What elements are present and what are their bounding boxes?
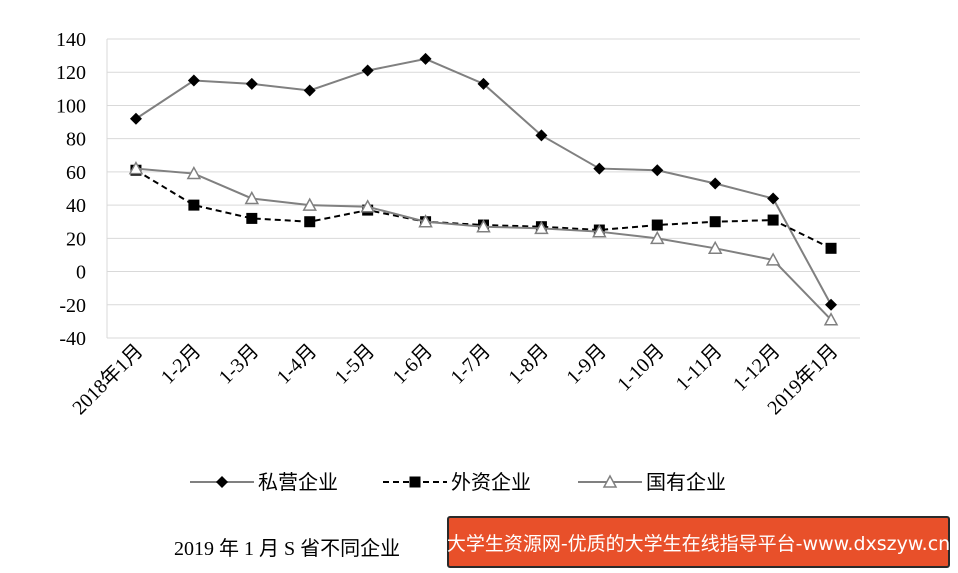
data-point (188, 199, 200, 211)
data-point (825, 242, 837, 254)
data-point (650, 230, 665, 245)
data-point (707, 240, 723, 255)
data-point (767, 192, 780, 205)
data-point (765, 252, 781, 266)
y-tick-label: -40 (59, 328, 86, 350)
data-point (823, 312, 839, 326)
data-point (593, 162, 606, 175)
x-tick-labels: 2018年1月 1-2月 1-3月 1-4月 1-5月 1-6月 1-7月 1-8月 1-9月 1… (68, 339, 843, 419)
data-point (245, 77, 258, 90)
legend-marker (602, 474, 618, 488)
gridlines (107, 38, 860, 339)
data-point (418, 214, 433, 228)
data-point (592, 224, 607, 238)
x-tick-label: 1-8月 (504, 340, 553, 389)
y-tick-label: -20 (59, 295, 86, 317)
watermark-banner[interactable]: 大学生资源网-优质的大学生在线指导平台-www.dxszyw.cn (447, 516, 950, 568)
x-tick-label: 1-7月 (446, 340, 495, 389)
series-2 (130, 164, 837, 254)
y-tick-labels: -40 -20 0 20 40 60 80 100 120 140 (56, 29, 86, 350)
series-3 (128, 161, 839, 326)
data-point (476, 219, 491, 233)
x-tick-label: 1-2月 (157, 340, 206, 389)
watermark-text: 大学生资源网-优质的大学生在线指导平台-www.dxszyw.cn (446, 532, 951, 555)
data-point (419, 52, 432, 65)
data-point (129, 112, 142, 125)
chart-caption: 2019 年 1 月 S 省不同企业 (174, 538, 401, 560)
legend-label: 私营企业 (258, 470, 338, 494)
data-point (767, 214, 779, 226)
series-1 (129, 52, 838, 311)
y-tick-label: 60 (66, 162, 86, 184)
x-tick-label: 1-4月 (273, 340, 322, 389)
data-point (302, 197, 317, 211)
legend-entry: 外资企业 (383, 470, 531, 494)
series-line (135, 169, 832, 250)
legend-entry: 私营企业 (190, 470, 338, 494)
data-point (651, 219, 663, 231)
series-lines (128, 52, 839, 326)
legend: 私营企业 外资企业 国有企业 (190, 470, 726, 494)
data-point (246, 212, 258, 224)
y-tick-label: 80 (66, 129, 86, 151)
y-tick-label: 20 (66, 228, 86, 250)
data-point (535, 129, 548, 142)
x-tick-label: 1-10月 (613, 340, 669, 396)
data-point (534, 220, 549, 235)
legend-marker (216, 476, 228, 488)
data-point (709, 216, 721, 228)
y-tick-label: 0 (76, 262, 86, 284)
data-point (825, 298, 838, 311)
legend-marker (409, 476, 421, 488)
x-tick-label: 1-12月 (729, 340, 785, 396)
legend-entry: 国有企业 (578, 470, 726, 494)
axes (106, 39, 860, 338)
data-point (360, 199, 375, 213)
x-tick-label: 1-3月 (215, 340, 264, 389)
y-tick-label: 140 (56, 29, 86, 51)
data-point (651, 164, 664, 177)
data-point (186, 165, 202, 180)
legend-label: 外资企业 (451, 470, 531, 494)
x-tick-label: 1-5月 (331, 340, 380, 389)
data-point (361, 64, 374, 77)
data-point (303, 84, 316, 97)
x-tick-label: 1-11月 (672, 340, 727, 395)
x-tick-label: 2018年1月 (68, 339, 148, 419)
data-point (304, 216, 316, 228)
x-tick-label: 1-6月 (389, 340, 438, 389)
y-tick-label: 40 (66, 195, 86, 217)
y-tick-label: 120 (56, 62, 86, 84)
y-tick-label: 100 (56, 95, 86, 117)
series-line (135, 167, 832, 321)
data-point (244, 190, 260, 205)
series-line (135, 57, 832, 306)
data-point (709, 177, 722, 190)
data-point (187, 74, 200, 87)
legend-label: 国有企业 (646, 470, 726, 494)
data-point (128, 161, 144, 175)
data-point (477, 77, 490, 90)
x-tick-label: 1-9月 (562, 340, 611, 389)
